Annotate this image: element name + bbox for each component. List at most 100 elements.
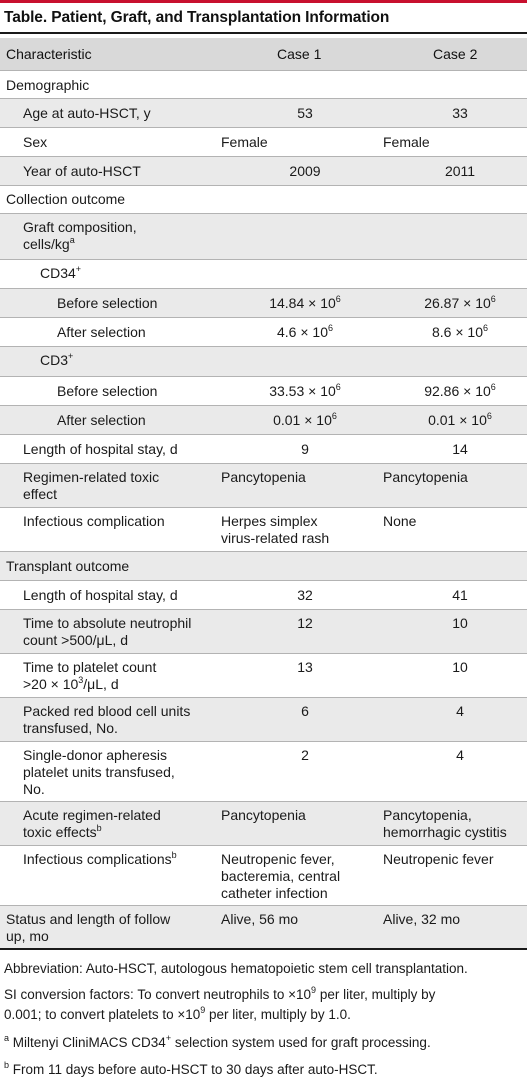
acute-toxic-case-1: Pancytopenia — [221, 807, 306, 823]
row-regimen-toxic: Regimen-related toxic effect Pancytopeni… — [0, 463, 527, 507]
los-collection-case-1: 9 — [301, 441, 309, 457]
acute-toxic-case-2-line1: Pancytopenia, — [383, 807, 472, 823]
infectious-collection-case-1-line1: Herpes simplex — [221, 513, 318, 529]
footnote-si-conversion: SI conversion factors: To convert neutro… — [4, 985, 436, 1023]
sex-case-1: Female — [221, 134, 268, 150]
cd34-label: CD34+ — [40, 264, 82, 282]
infectious-transplant-case-1-line3: catheter infection — [221, 885, 328, 901]
age-case-1: 53 — [297, 105, 313, 121]
cd34-before-label: Before selection — [57, 295, 158, 311]
row-los-transplant: Length of hospital stay, d 32 41 — [0, 580, 527, 609]
platelet-case-1: 13 — [297, 659, 313, 675]
acute-toxic-case-2-line2: hemorrhagic cystitis — [383, 824, 507, 840]
infectious-collection-case-2: None — [383, 513, 417, 529]
regimen-toxic-label-line1: Regimen-related toxic — [23, 469, 160, 485]
rbc-case-2: 4 — [456, 703, 464, 719]
cd34-after-label: After selection — [57, 324, 146, 340]
regimen-toxic-case-1: Pancytopenia — [221, 469, 306, 485]
row-cd34-after: After selection 4.6 × 106 8.6 × 106 — [0, 317, 527, 346]
table-title: Table. Patient, Graft, and Transplantati… — [4, 9, 390, 26]
los-transplant-case-2: 41 — [452, 587, 468, 603]
row-transplant: Transplant outcome — [0, 551, 527, 580]
row-sex: Sex Female Female — [0, 127, 527, 156]
cd3-label: CD3+ — [40, 351, 74, 369]
sdap-case-2: 4 — [456, 747, 464, 763]
anc-label-line2: count >500/μL, d — [23, 632, 128, 648]
cd3-after-case-1: 0.01 × 106 — [273, 411, 337, 429]
anc-label-line1: Time to absolute neutrophil — [23, 615, 192, 631]
age-label: Age at auto-HSCT, y — [23, 105, 151, 121]
infectious-transplant-case-1-line1: Neutropenic fever, — [221, 851, 335, 867]
infectious-transplant-case-2: Neutropenic fever — [383, 851, 494, 867]
bottom-rule — [0, 948, 527, 950]
rbc-label-line1: Packed red blood cell units — [23, 703, 191, 719]
row-collection: Collection outcome — [0, 185, 527, 213]
cd3-before-case-2: 92.86 × 106 — [424, 382, 496, 400]
platelet-case-2: 10 — [452, 659, 468, 675]
section-demographic: Demographic — [6, 77, 90, 93]
sdap-label-line3: No. — [23, 781, 45, 797]
acute-toxic-label-line1: Acute regimen-related — [23, 807, 161, 823]
cd3-before-label: Before selection — [57, 383, 158, 399]
regimen-toxic-case-2: Pancytopenia — [383, 469, 468, 485]
row-cd34-before: Before selection 14.84 × 106 26.87 × 106 — [0, 288, 527, 317]
row-year: Year of auto-HSCT 2009 2011 — [0, 156, 527, 185]
cd3-after-case-2: 0.01 × 106 — [428, 411, 492, 429]
status-label-line1: Status and length of follow — [6, 911, 171, 927]
footnote-b-ref: b — [171, 850, 177, 860]
year-label: Year of auto-HSCT — [23, 163, 141, 179]
footnote-a: a Miltenyi CliniMACS CD34+ selection sys… — [4, 1033, 431, 1051]
row-cd3: CD3+ — [0, 346, 527, 376]
row-los-collection: Length of hospital stay, d 9 14 — [0, 434, 527, 463]
los-transplant-case-1: 32 — [297, 587, 313, 603]
footnote-abbreviation: Abbreviation: Auto-HSCT, autologous hema… — [4, 961, 468, 976]
platelet-label-line2: >20 × 103/μL, d — [23, 675, 119, 693]
section-collection: Collection outcome — [6, 191, 126, 207]
row-rbc: Packed red blood cell units transfused, … — [0, 697, 527, 741]
infectious-transplant-case-1-line2: bacteremia, central — [221, 868, 341, 884]
age-case-2: 33 — [452, 105, 468, 121]
sdap-label-line2: platelet units transfused, — [23, 764, 175, 780]
regimen-toxic-label-line2: effect — [23, 486, 57, 502]
section-transplant: Transplant outcome — [6, 558, 130, 574]
cd3-after-label: After selection — [57, 412, 146, 428]
graft-label-line1: Graft composition, — [23, 219, 137, 235]
infectious-collection-label: Infectious complication — [23, 513, 165, 529]
rbc-case-1: 6 — [301, 703, 309, 719]
sex-label: Sex — [23, 134, 48, 150]
anc-case-1: 12 — [297, 615, 313, 631]
los-collection-label: Length of hospital stay, d — [23, 441, 178, 457]
los-collection-case-2: 14 — [452, 441, 468, 457]
cd3-before-case-1: 33.53 × 106 — [269, 382, 341, 400]
cd34-after-case-1: 4.6 × 106 — [276, 323, 333, 341]
row-cd3-after: After selection 0.01 × 106 0.01 × 106 — [0, 405, 527, 434]
anc-case-2: 10 — [452, 615, 468, 631]
cd34-after-case-2: 8.6 × 106 — [431, 323, 488, 341]
row-acute-toxic: Acute regimen-related toxic effectsb Pan… — [0, 801, 527, 845]
title-rule — [0, 32, 527, 34]
header-characteristic: Characteristic — [6, 46, 92, 62]
platelet-label-line1: Time to platelet count — [23, 659, 157, 675]
los-transplant-label: Length of hospital stay, d — [23, 587, 178, 603]
year-case-1: 2009 — [289, 163, 321, 179]
table-header: Characteristic Case 1 Case 2 — [0, 38, 527, 70]
row-cd34: CD34+ — [0, 259, 527, 288]
acute-toxic-label-line2: toxic effectsb — [23, 823, 102, 841]
row-infectious-transplant: Infectious complicationsb Neutropenic fe… — [0, 845, 527, 905]
cd34-before-case-1: 14.84 × 106 — [269, 294, 341, 312]
sdap-label-line1: Single-donor apheresis — [23, 747, 167, 763]
rbc-label-line2: transfused, No. — [23, 720, 118, 736]
status-case-2: Alive, 32 mo — [383, 911, 461, 927]
row-platelet: Time to platelet count >20 × 103/μL, d 1… — [0, 653, 527, 697]
row-infectious-collection: Infectious complication Herpes simplex v… — [0, 507, 527, 551]
graft-label-line2: cells/kga — [23, 235, 75, 253]
infectious-transplant-label: Infectious complicationsb — [23, 850, 177, 868]
footnote-b: b From 11 days before auto-HSCT to 30 da… — [4, 1060, 378, 1078]
year-case-2: 2011 — [444, 163, 476, 179]
sdap-case-1: 2 — [301, 747, 309, 763]
status-label-line2: up, mo — [6, 928, 49, 944]
data-table: Characteristic Case 1 Case 2 Demographic… — [0, 38, 527, 948]
header-case-2: Case 2 — [433, 46, 478, 62]
footnote-b-ref: b — [96, 823, 102, 833]
footnote-a-ref: a — [69, 235, 75, 245]
